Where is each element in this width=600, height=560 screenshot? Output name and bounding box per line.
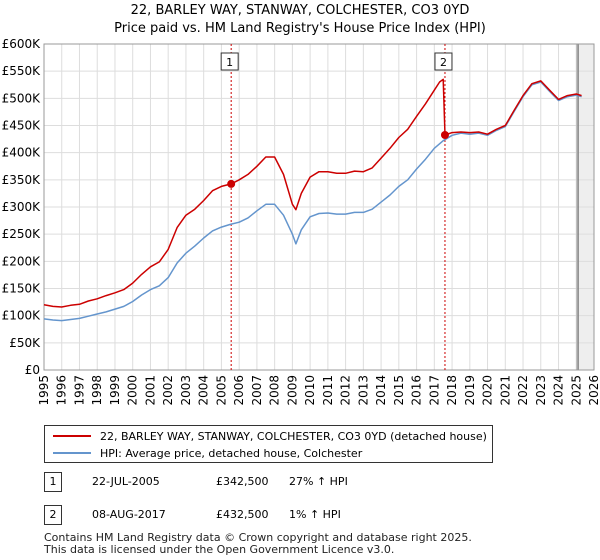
y-tick-label: £400K	[2, 146, 42, 160]
y-tick-label: £450K	[2, 119, 42, 133]
x-tick-label: 2010	[303, 375, 317, 406]
x-tick-label: 2008	[268, 375, 282, 406]
transaction-price: £342,500	[216, 475, 269, 488]
x-tick-label: 2026	[587, 375, 600, 406]
y-tick-label: £50K	[9, 336, 41, 350]
x-tick-label: 2003	[179, 375, 193, 406]
x-tick-label: 2023	[534, 375, 548, 406]
sale-point	[227, 179, 236, 188]
annotation-label: 2	[440, 56, 447, 69]
x-tick-label: 1999	[108, 375, 122, 406]
x-tick-label: 2001	[143, 375, 157, 406]
x-tick-label: 2013	[356, 375, 370, 406]
x-tick-label: 2014	[374, 375, 388, 406]
x-tick-label: 1998	[90, 375, 104, 406]
y-tick-label: £550K	[2, 64, 42, 78]
x-tick-label: 2016	[410, 375, 424, 406]
y-tick-label: £350K	[2, 173, 42, 187]
x-tick-label: 2018	[445, 375, 459, 406]
legend-line-hpi	[53, 452, 91, 454]
x-tick-label: 2020	[481, 375, 495, 406]
x-tick-label: 2004	[197, 375, 211, 406]
y-tick-label: £500K	[2, 91, 42, 105]
chart-title: 22, BARLEY WAY, STANWAY, COLCHESTER, CO3…	[130, 3, 470, 18]
y-tick-label: £0	[25, 363, 40, 377]
legend-line-property	[53, 435, 91, 437]
x-tick-label: 2025	[569, 375, 583, 406]
legend: 22, BARLEY WAY, STANWAY, COLCHESTER, CO3…	[44, 425, 493, 463]
transaction-badge: 1	[44, 472, 62, 492]
x-tick-label: 2000	[126, 375, 140, 406]
annotation-box	[434, 52, 453, 71]
chart-subtitle: Price paid vs. HM Land Registry's House …	[114, 21, 486, 36]
transaction-hpi-change: 1% ↑ HPI	[289, 508, 341, 521]
legend-item-hpi: HPI: Average price, detached house, Colc…	[53, 445, 362, 461]
y-tick-label: £200K	[2, 254, 42, 268]
x-tick-label: 2015	[392, 375, 406, 406]
price-chart: £0 £50K £100K £150K £200K £250K £300K £350K £400…	[2, 37, 600, 406]
y-tick-label: £600K	[2, 37, 42, 51]
x-tick-label: 1995	[37, 375, 51, 406]
y-tick-label: £250K	[2, 227, 42, 241]
x-tick-label: 2019	[463, 375, 477, 406]
x-tick-label: 2022	[516, 375, 530, 406]
y-tick-label: £100K	[2, 309, 42, 323]
hpi-line	[43, 81, 582, 322]
x-tick-label: 2005	[214, 375, 228, 406]
annotation-label: 1	[226, 56, 233, 69]
x-tick-label: 2012	[339, 375, 353, 406]
sale-point	[440, 131, 449, 140]
plot-border	[43, 43, 595, 371]
transaction-price: £432,500	[216, 508, 269, 521]
annotation-box	[220, 52, 239, 71]
transaction-date: 08-AUG-2017	[92, 508, 166, 521]
transaction-date: 22-JUL-2005	[92, 475, 160, 488]
footer-licence: This data is licensed under the Open Gov…	[44, 543, 395, 556]
x-tick-label: 2007	[250, 375, 264, 406]
x-tick-label: 2017	[427, 375, 441, 406]
x-tick-label: 2009	[285, 375, 299, 406]
x-tick-label: 2024	[552, 375, 566, 406]
transaction-hpi-change: 27% ↑ HPI	[289, 475, 348, 488]
x-tick-label: 2021	[498, 375, 512, 406]
y-tick-label: £150K	[2, 282, 42, 296]
legend-item-property: 22, BARLEY WAY, STANWAY, COLCHESTER, CO3…	[53, 428, 487, 444]
y-tick-label: £300K	[2, 200, 42, 214]
legend-label-property: 22, BARLEY WAY, STANWAY, COLCHESTER, CO3…	[100, 429, 487, 443]
x-tick-label: 1997	[72, 375, 86, 406]
x-tick-label: 2006	[232, 375, 246, 406]
x-tick-label: 2011	[321, 375, 335, 406]
property-price-line	[43, 78, 582, 308]
footer-copyright: Contains HM Land Registry data © Crown c…	[44, 531, 472, 544]
transaction-badge: 2	[44, 505, 62, 525]
legend-label-hpi: HPI: Average price, detached house, Colc…	[100, 446, 363, 460]
x-tick-label: 1996	[55, 375, 69, 406]
x-tick-label: 2002	[161, 375, 175, 406]
